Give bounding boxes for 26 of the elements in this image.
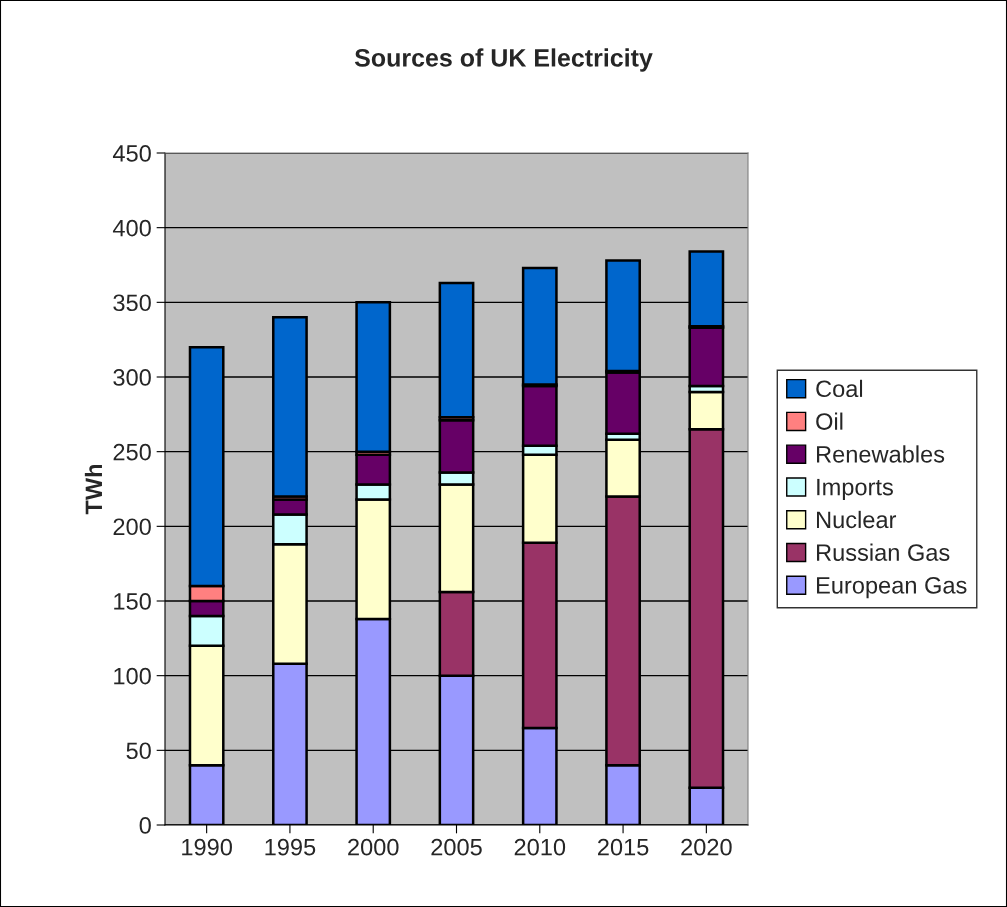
y-tick-label: 250 — [113, 443, 151, 461]
x-tick-label: 2020 — [681, 838, 732, 856]
chart-title: Sources of UK Electricity — [354, 48, 653, 72]
y-tick-label: 450 — [112, 145, 151, 162]
legend-label: Nuclear — [817, 510, 897, 529]
x-tick-label: 1990 — [182, 838, 232, 856]
y-tick-label: 150 — [114, 593, 151, 610]
x-tick-label: 2005 — [431, 838, 482, 856]
y-tick-label: 300 — [113, 369, 151, 386]
legend-label: Renewables — [817, 445, 945, 463]
y-tick-label: 350 — [113, 294, 151, 312]
y-tick-label: 0 — [139, 817, 151, 834]
y-tick-label: 200 — [113, 518, 151, 536]
y-axis-title: TWh — [84, 464, 102, 515]
y-tick-label: 400 — [112, 219, 151, 237]
y-tick-label: 50 — [126, 742, 151, 760]
legend-label: Coal — [816, 379, 863, 398]
x-tick-label: 1995 — [265, 838, 316, 856]
legend-label: Imports — [817, 478, 893, 501]
legend-label: European Gas — [817, 576, 967, 599]
x-tick-label: 2015 — [598, 838, 649, 856]
x-tick-label: 2000 — [348, 838, 399, 856]
legend-label: Russian Gas — [817, 543, 950, 561]
legend-label: Oil — [816, 412, 843, 430]
y-tick-label: 100 — [114, 667, 151, 685]
x-tick-label: 2010 — [514, 838, 566, 856]
